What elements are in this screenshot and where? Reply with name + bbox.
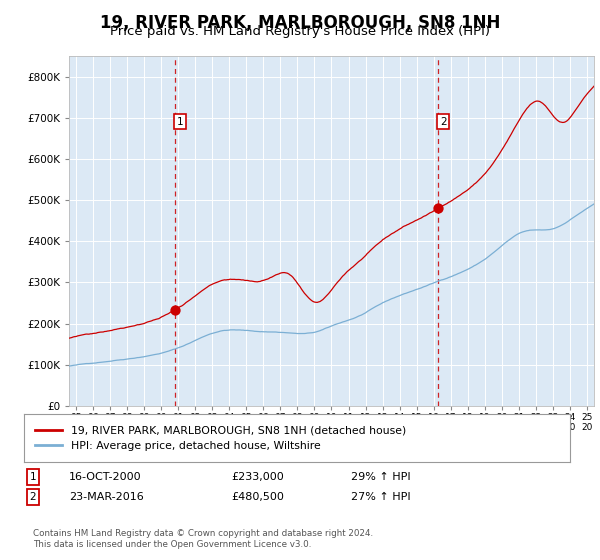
Text: Contains HM Land Registry data © Crown copyright and database right 2024.
This d: Contains HM Land Registry data © Crown c…: [33, 529, 373, 549]
Text: 16-OCT-2000: 16-OCT-2000: [69, 472, 142, 482]
Text: 19, RIVER PARK, MARLBOROUGH, SN8 1NH: 19, RIVER PARK, MARLBOROUGH, SN8 1NH: [100, 14, 500, 32]
Text: 2: 2: [440, 117, 447, 127]
Text: 1: 1: [177, 117, 184, 127]
Legend: 19, RIVER PARK, MARLBOROUGH, SN8 1NH (detached house), HPI: Average price, detac: 19, RIVER PARK, MARLBOROUGH, SN8 1NH (de…: [29, 420, 411, 456]
Text: 1: 1: [29, 472, 37, 482]
Text: £233,000: £233,000: [231, 472, 284, 482]
Text: 27% ↑ HPI: 27% ↑ HPI: [351, 492, 410, 502]
Point: [433, 204, 442, 213]
Point: [170, 306, 179, 315]
Text: 29% ↑ HPI: 29% ↑ HPI: [351, 472, 410, 482]
Text: Price paid vs. HM Land Registry's House Price Index (HPI): Price paid vs. HM Land Registry's House …: [110, 25, 490, 38]
Text: £480,500: £480,500: [231, 492, 284, 502]
Text: 23-MAR-2016: 23-MAR-2016: [69, 492, 144, 502]
Text: 2: 2: [29, 492, 37, 502]
